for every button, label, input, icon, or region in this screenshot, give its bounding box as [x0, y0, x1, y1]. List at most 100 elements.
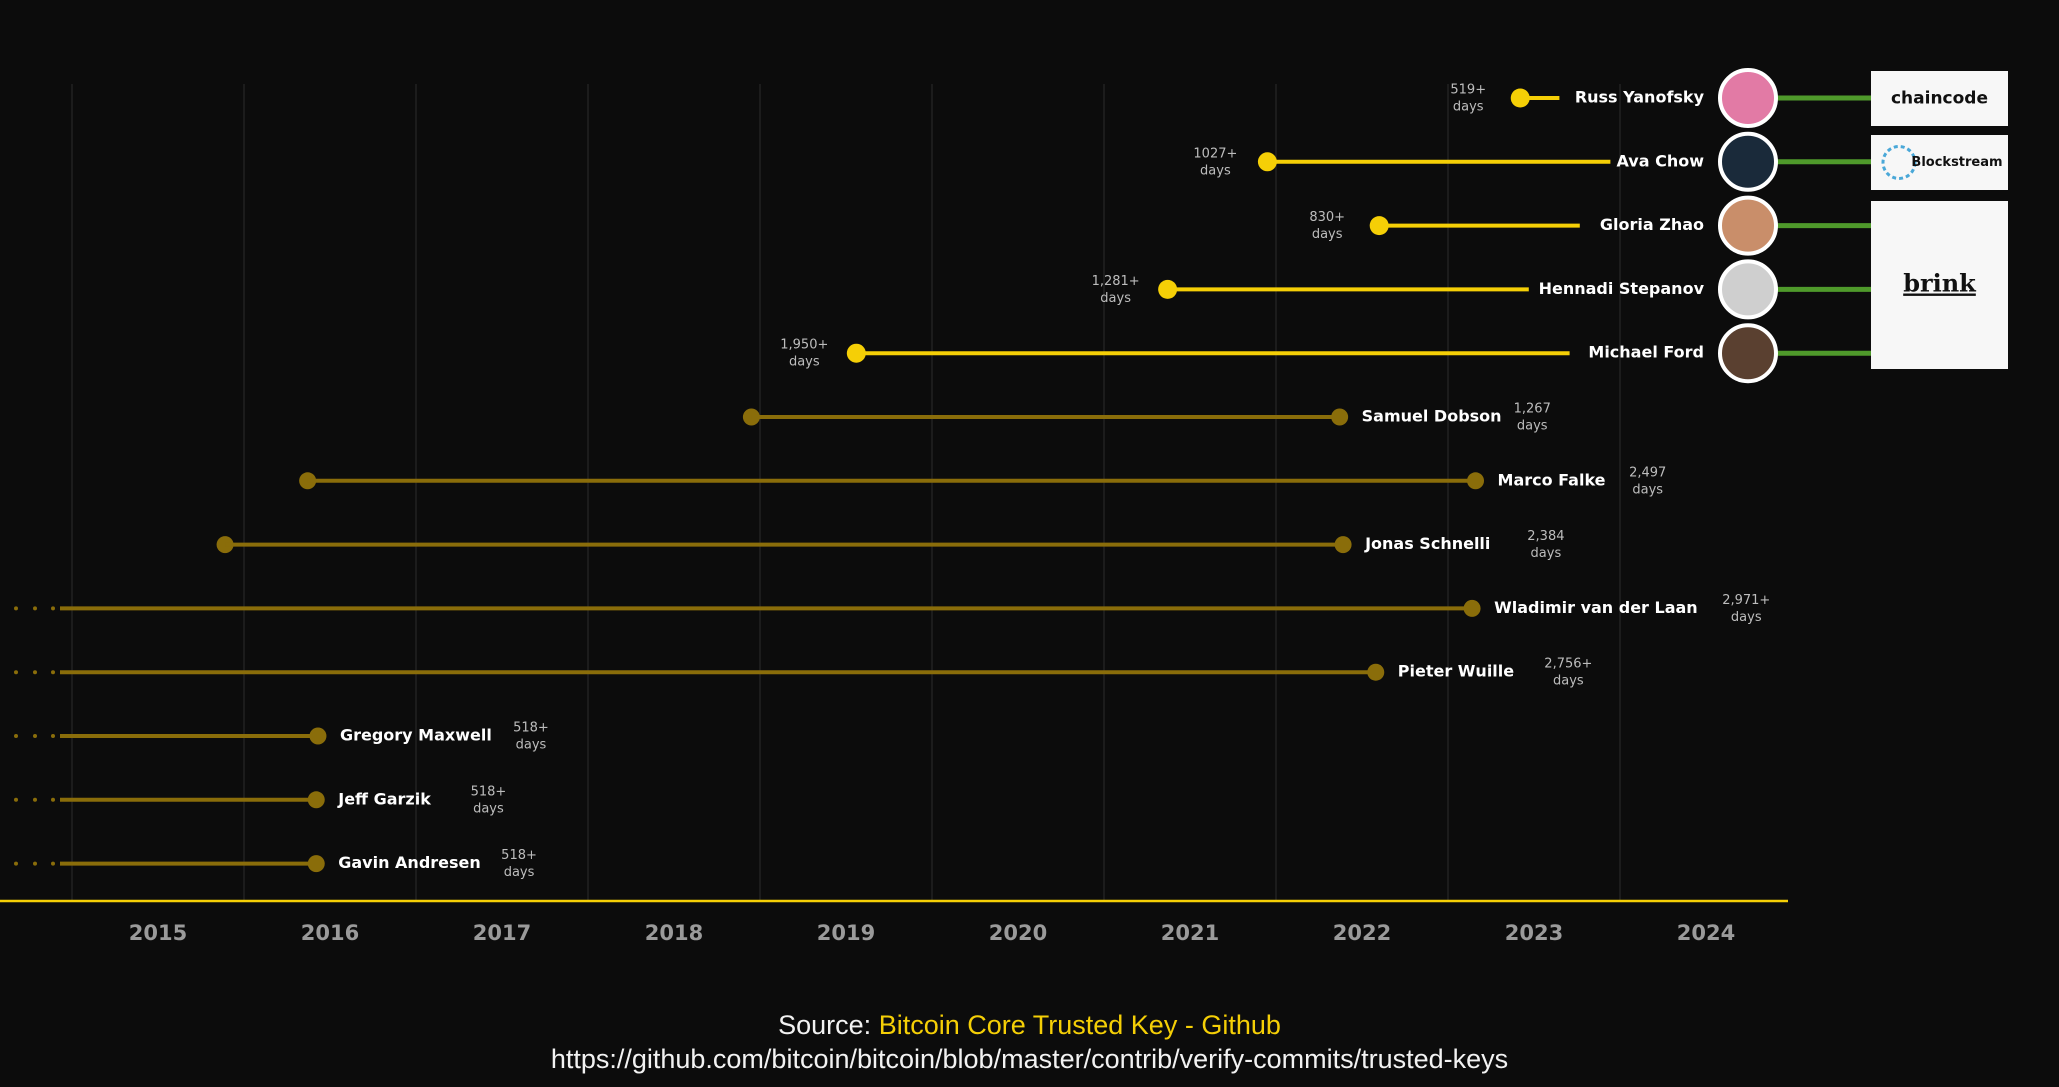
- x-tick-label: 2016: [301, 921, 359, 945]
- continuation-dot: [14, 861, 18, 866]
- days-label: 1,950+ days: [780, 338, 828, 370]
- days-value: 2,971+: [1722, 593, 1770, 608]
- days-value: 2,756+: [1544, 657, 1592, 672]
- person-name: Ava Chow: [1616, 151, 1704, 170]
- x-tick-label: 2020: [989, 921, 1047, 945]
- days-value: 518+: [471, 784, 507, 799]
- days-unit: days: [1632, 482, 1663, 497]
- end-marker: [1467, 472, 1485, 490]
- continuation-dot: [14, 670, 18, 675]
- days-label: 519+ days: [1450, 83, 1486, 115]
- start-marker: [1369, 216, 1389, 236]
- days-value: 2,384: [1527, 529, 1564, 544]
- days-unit: days: [473, 801, 504, 816]
- source-link[interactable]: Bitcoin Core Trusted Key - Github: [878, 1010, 1281, 1040]
- person-name: Jeff Garzik: [337, 789, 431, 808]
- end-marker: [1334, 536, 1352, 554]
- days-value: 519+: [1450, 83, 1486, 98]
- days-value: 2,497: [1629, 465, 1666, 480]
- x-tick-label: 2017: [473, 921, 531, 945]
- avatar: [1718, 195, 1778, 256]
- days-label: 518+ days: [471, 784, 507, 816]
- continuation-dot: [51, 670, 55, 675]
- avatar: [1718, 323, 1778, 384]
- days-label: 2,756+ days: [1544, 657, 1592, 689]
- days-label: 2,384 days: [1527, 529, 1564, 561]
- x-tick-label: 2022: [1333, 921, 1391, 945]
- source-prefix: Source:: [778, 1010, 879, 1040]
- affiliation-logo-blockstream: Blockstream: [1911, 155, 2002, 170]
- days-value: 1027+: [1193, 146, 1237, 161]
- days-unit: days: [1100, 291, 1131, 306]
- start-marker: [1510, 88, 1530, 108]
- days-label: 518+ days: [513, 721, 549, 753]
- x-tick-label: 2023: [1505, 921, 1563, 945]
- continuation-dot: [14, 606, 18, 611]
- x-tick-label: 2019: [817, 921, 875, 945]
- days-unit: days: [1731, 610, 1762, 625]
- days-unit: days: [1312, 227, 1343, 242]
- person-name: Wladimir van der Laan: [1494, 598, 1698, 617]
- person-name: Samuel Dobson: [1362, 407, 1502, 426]
- days-unit: days: [504, 865, 535, 880]
- start-marker: [1257, 152, 1277, 172]
- days-value: 830+: [1309, 210, 1345, 225]
- source-url[interactable]: https://github.com/bitcoin/bitcoin/blob/…: [550, 1044, 1509, 1074]
- continuation-dot: [14, 734, 18, 738]
- days-unit: days: [1453, 100, 1484, 115]
- days-value: 1,281+: [1092, 274, 1140, 289]
- days-unit: days: [1553, 674, 1584, 689]
- avatar: [1718, 68, 1778, 128]
- days-label: 830+ days: [1309, 210, 1345, 242]
- end-marker: [1367, 663, 1385, 681]
- person-name: Pieter Wuille: [1398, 662, 1515, 681]
- start-marker: [1158, 279, 1178, 299]
- end-marker: [1463, 599, 1481, 617]
- affiliation-logo-box: [1871, 71, 2008, 126]
- person-name: Jonas Schnelli: [1364, 534, 1490, 553]
- x-tick-label: 2018: [645, 921, 703, 945]
- x-tick-label: 2015: [129, 921, 187, 945]
- continuation-dot: [33, 734, 37, 738]
- days-unit: days: [1531, 546, 1562, 561]
- days-label: 1027+ days: [1193, 146, 1237, 178]
- days-value: 1,267: [1514, 402, 1551, 417]
- person-name: Hennadi Stepanov: [1539, 279, 1705, 298]
- person-name: Marco Falke: [1498, 470, 1606, 489]
- continuation-dot: [33, 797, 37, 802]
- person-name: Gloria Zhao: [1600, 215, 1704, 234]
- x-tick-label: 2024: [1677, 921, 1735, 945]
- days-value: 518+: [513, 721, 549, 736]
- days-unit: days: [789, 355, 820, 370]
- avatar: [1718, 131, 1778, 192]
- affiliation-logo-chaincode: chaincode: [1891, 89, 1988, 109]
- end-marker: [307, 791, 325, 809]
- end-marker: [309, 727, 327, 745]
- days-label: 2,971+ days: [1722, 593, 1770, 625]
- affiliation-logo-box: [1871, 135, 2008, 190]
- blockstream-logo-icon: [1881, 145, 1917, 180]
- person-name: Michael Ford: [1588, 343, 1704, 362]
- person-name: Russ Yanofsky: [1575, 88, 1705, 107]
- days-label: 1,267 days: [1514, 402, 1551, 434]
- source-line: Source: Bitcoin Core Trusted Key - Githu…: [0, 1010, 2059, 1041]
- continuation-dot: [51, 861, 55, 866]
- days-label: 2,497 days: [1629, 465, 1666, 497]
- continuation-dot: [51, 734, 55, 738]
- days-value: 518+: [501, 848, 537, 863]
- avatar: [1718, 259, 1778, 320]
- end-marker: [1331, 408, 1349, 426]
- continuation-dot: [33, 861, 37, 866]
- continuation-dot: [14, 797, 18, 802]
- start-marker: [846, 343, 866, 363]
- affiliation-logo-brink: brink: [1903, 269, 1977, 298]
- days-label: 1,281+ days: [1092, 274, 1140, 306]
- end-marker: [307, 855, 325, 873]
- continuation-dot: [33, 670, 37, 675]
- days-value: 1,950+: [780, 338, 828, 353]
- days-unit: days: [1517, 419, 1548, 434]
- continuation-dot: [33, 606, 37, 611]
- affiliation-logo-box: [1871, 201, 2008, 369]
- days-label: 518+ days: [501, 848, 537, 880]
